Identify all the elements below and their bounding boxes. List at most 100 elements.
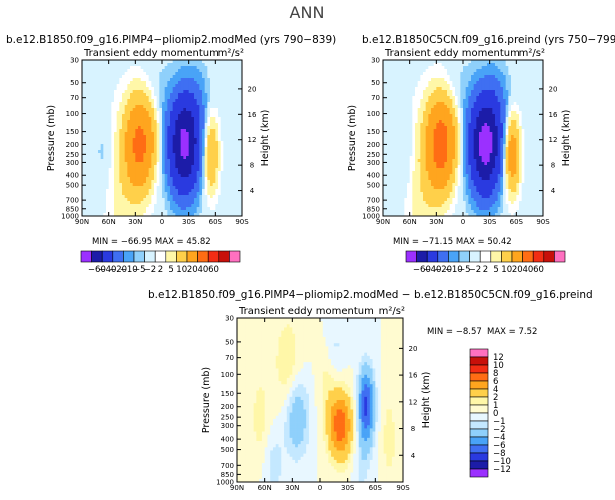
field-cell (455, 90, 459, 94)
field-cell (393, 99, 397, 103)
field-cell (503, 114, 507, 118)
field-cell (175, 138, 179, 142)
field-cell (447, 129, 451, 133)
field-cell (220, 72, 224, 76)
field-cell (231, 135, 235, 139)
field-cell (444, 108, 448, 112)
y2-axis-title: Height (km) (260, 110, 271, 167)
field-cell (146, 198, 150, 202)
field-cell (447, 120, 451, 124)
field-cell (138, 210, 142, 214)
field-cell (540, 81, 544, 85)
field-cell (239, 111, 243, 115)
field-cell (204, 72, 208, 76)
field-cell (162, 141, 166, 145)
field-cell (532, 99, 536, 103)
field-cell (393, 93, 397, 97)
field-cell (111, 150, 115, 154)
field-cell (108, 201, 112, 205)
field-cell (194, 120, 198, 124)
field-cell (412, 141, 416, 145)
field-cell (151, 132, 155, 136)
field-cell (218, 192, 222, 196)
field-cell (124, 135, 128, 139)
field-cell (146, 138, 150, 142)
field-cell (130, 75, 134, 79)
field-cell (495, 135, 499, 139)
field-cell (159, 144, 163, 148)
field-cell (540, 96, 544, 100)
field-cell (183, 171, 187, 175)
field-cell (516, 147, 520, 151)
field-cell (108, 189, 112, 193)
field-cell (92, 180, 96, 184)
field-cell (114, 75, 118, 79)
field-cell (183, 144, 187, 148)
field-cell (503, 117, 507, 121)
field-cell (156, 156, 160, 160)
field-cell (527, 147, 531, 151)
field-cell (447, 123, 451, 127)
field-cell (423, 78, 427, 82)
field-cell (223, 183, 227, 187)
field-cell (207, 96, 211, 100)
field-cell (393, 150, 397, 154)
field-cell (497, 102, 501, 106)
field-cell (215, 192, 219, 196)
field-cell (505, 126, 509, 130)
field-cell (436, 93, 440, 97)
field-cell (116, 99, 120, 103)
field-cell (114, 99, 118, 103)
field-cell (148, 198, 152, 202)
field-cell (431, 72, 435, 76)
field-cell (529, 114, 533, 118)
field-cell (495, 69, 499, 73)
field-cell (167, 105, 171, 109)
field-cell (202, 99, 206, 103)
field-cell (481, 120, 485, 124)
field-cell (457, 105, 461, 109)
field-cell (202, 174, 206, 178)
field-cell (132, 111, 136, 115)
field-cell (484, 84, 488, 88)
field-cell (433, 60, 437, 64)
field-cell (234, 186, 238, 190)
field-cell (124, 90, 128, 94)
field-cell (404, 147, 408, 151)
field-cell (497, 108, 501, 112)
field-cell (385, 69, 389, 73)
field-cell (138, 141, 142, 145)
field-cell (116, 93, 120, 97)
field-cell (519, 84, 523, 88)
field-cell (172, 207, 176, 211)
field-cell (407, 108, 411, 112)
field-cell (119, 75, 123, 79)
field-cell (513, 135, 517, 139)
field-cell (82, 114, 86, 118)
field-cell (495, 93, 499, 97)
field-cell (529, 78, 533, 82)
field-cell (210, 105, 214, 109)
field-cell (127, 174, 131, 178)
field-cell (226, 90, 230, 94)
field-cell (132, 162, 136, 166)
field-cell (140, 183, 144, 187)
field-cell (215, 123, 219, 127)
field-cell (487, 111, 491, 115)
field-cell (239, 195, 243, 199)
field-cell (207, 165, 211, 169)
field-cell (236, 144, 240, 148)
field-cell (393, 147, 397, 151)
field-cell (436, 63, 440, 67)
field-cell (146, 201, 150, 205)
field-cell (196, 111, 200, 115)
field-cell (127, 213, 131, 217)
field-cell (215, 213, 219, 217)
field-cell (188, 138, 192, 142)
field-cell (215, 153, 219, 157)
field-cell (164, 168, 168, 172)
field-cell (236, 84, 240, 88)
field-cell (457, 66, 461, 70)
field-cell (92, 60, 96, 64)
field-cell (457, 63, 461, 67)
